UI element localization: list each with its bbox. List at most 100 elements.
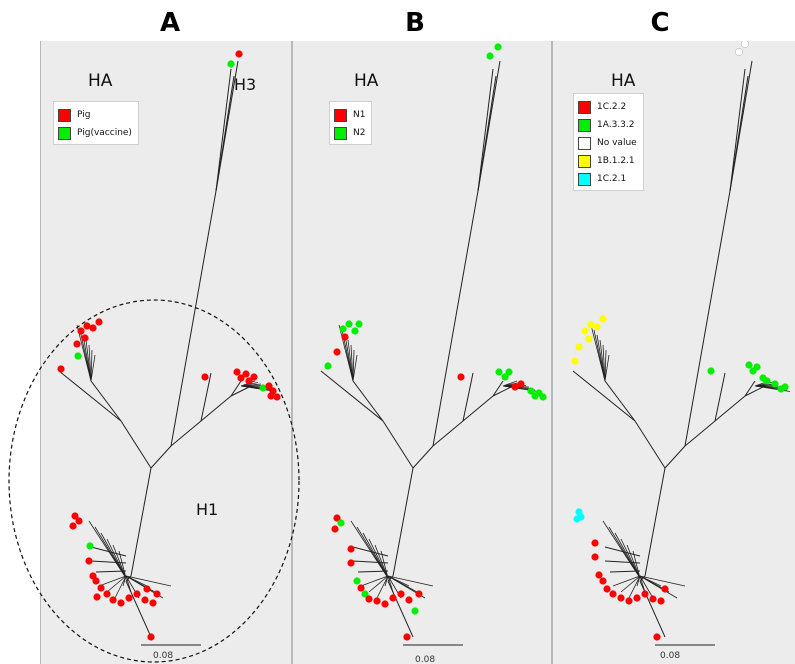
tree-branch [729, 68, 746, 192]
legend-swatch [58, 108, 71, 122]
tree-tip [609, 590, 617, 598]
tree-branch [215, 68, 232, 192]
tree-tip [389, 594, 397, 602]
tree-branch [477, 68, 494, 192]
tree-tip [505, 368, 513, 376]
tree-tip [649, 595, 657, 603]
tree-branch [387, 575, 434, 587]
tree-branch [360, 575, 389, 587]
tree-tip [741, 41, 749, 48]
tree-tip [494, 43, 502, 51]
tree-tip [539, 393, 547, 401]
tree-tip [81, 334, 89, 342]
tree-tip [457, 373, 465, 381]
tree-branch [639, 575, 686, 587]
legend-item: 1C.2.1 [578, 170, 637, 188]
tree-tip [415, 590, 423, 598]
tree-branch [215, 75, 235, 192]
tree-tip [86, 542, 94, 550]
tree-branch [374, 544, 389, 579]
tree-tip [250, 373, 258, 381]
panel-letter-c: C [650, 8, 670, 38]
tree-tip [411, 607, 419, 615]
tree-branch [462, 395, 494, 422]
tree-branch [609, 570, 641, 573]
tree-branch [90, 546, 127, 557]
tree-tip [125, 594, 133, 602]
tree-branch [684, 190, 731, 447]
tree-tip [373, 597, 381, 605]
tree-tip [109, 596, 117, 604]
tree-branch [368, 538, 389, 579]
scale-label-c: 0.08 [660, 651, 681, 661]
legend-label: 1C.2.1 [597, 174, 627, 184]
legend-c: 1C.2.2 1A.3.3.2 No value 1B.1.2.1 1C.2.1 [573, 93, 644, 191]
tree-branch [412, 445, 434, 469]
tree-tip [227, 60, 235, 68]
tree-branch [744, 380, 756, 397]
tree-branch [492, 385, 514, 397]
tree-branch [352, 546, 389, 557]
h1-label: H1 [196, 500, 219, 519]
tree-branch [90, 560, 127, 564]
tree-tip [617, 594, 625, 602]
tree-tip [93, 593, 101, 601]
legend-swatch [578, 172, 591, 186]
tree-branch [599, 339, 606, 382]
tree-branch [352, 354, 358, 382]
tree-tip [517, 380, 525, 388]
tree-branch [620, 538, 641, 579]
tree-tip [591, 553, 599, 561]
tree-tip [341, 333, 349, 341]
legend-label: Pig [77, 110, 91, 120]
tree-tip [355, 320, 363, 328]
tree-tip [69, 522, 77, 530]
tree-branch [347, 339, 354, 382]
tree-branch [432, 190, 479, 447]
tree-branch [604, 380, 636, 422]
legend-label: No value [597, 138, 637, 148]
tree-tip [141, 596, 149, 604]
tree-tip [345, 320, 353, 328]
tree-tip [581, 327, 589, 335]
tree-branch [612, 575, 641, 587]
tree-tip [57, 365, 65, 373]
tree-tip [511, 383, 519, 391]
tree-branch [357, 570, 389, 573]
tree-tip [75, 517, 83, 525]
panel-letter-b: B [405, 8, 425, 38]
tree-branch [604, 560, 641, 564]
tree-tip [771, 380, 779, 388]
tree-tip [149, 599, 157, 607]
tree-tip [653, 633, 661, 641]
tree-branch [684, 420, 716, 447]
tree-tip [73, 340, 81, 348]
tree-tip [403, 633, 411, 641]
tree-tip [753, 363, 761, 371]
tree-branch [639, 575, 654, 599]
tree-tip [603, 585, 611, 593]
tree-tip [353, 577, 361, 585]
panel-c: HA 1C.2.2 1A.3.3.2 No value 1B.1.2.1 1C.… [552, 41, 795, 664]
tree-tip [501, 373, 509, 381]
tree-branch [130, 467, 152, 577]
tree-branch [382, 420, 414, 469]
tree-tip [347, 545, 355, 553]
tree-tip [324, 362, 332, 370]
tree-branch [639, 575, 678, 599]
tree-tip [147, 633, 155, 641]
tree-branch [604, 349, 607, 382]
tree-branch [477, 75, 497, 192]
tree-tip [133, 590, 141, 598]
tree-branch [150, 445, 172, 469]
legend-swatch [578, 154, 591, 168]
tree-tip [573, 515, 581, 523]
tree-tip [233, 368, 241, 376]
tree-tip [97, 584, 105, 592]
tree-tip [333, 348, 341, 356]
legend-label: 1A.3.3.2 [597, 120, 635, 130]
legend-item: N2 [334, 124, 365, 142]
tree-branch [106, 575, 127, 593]
tree-branch [320, 370, 384, 422]
tree-branch [387, 580, 414, 638]
